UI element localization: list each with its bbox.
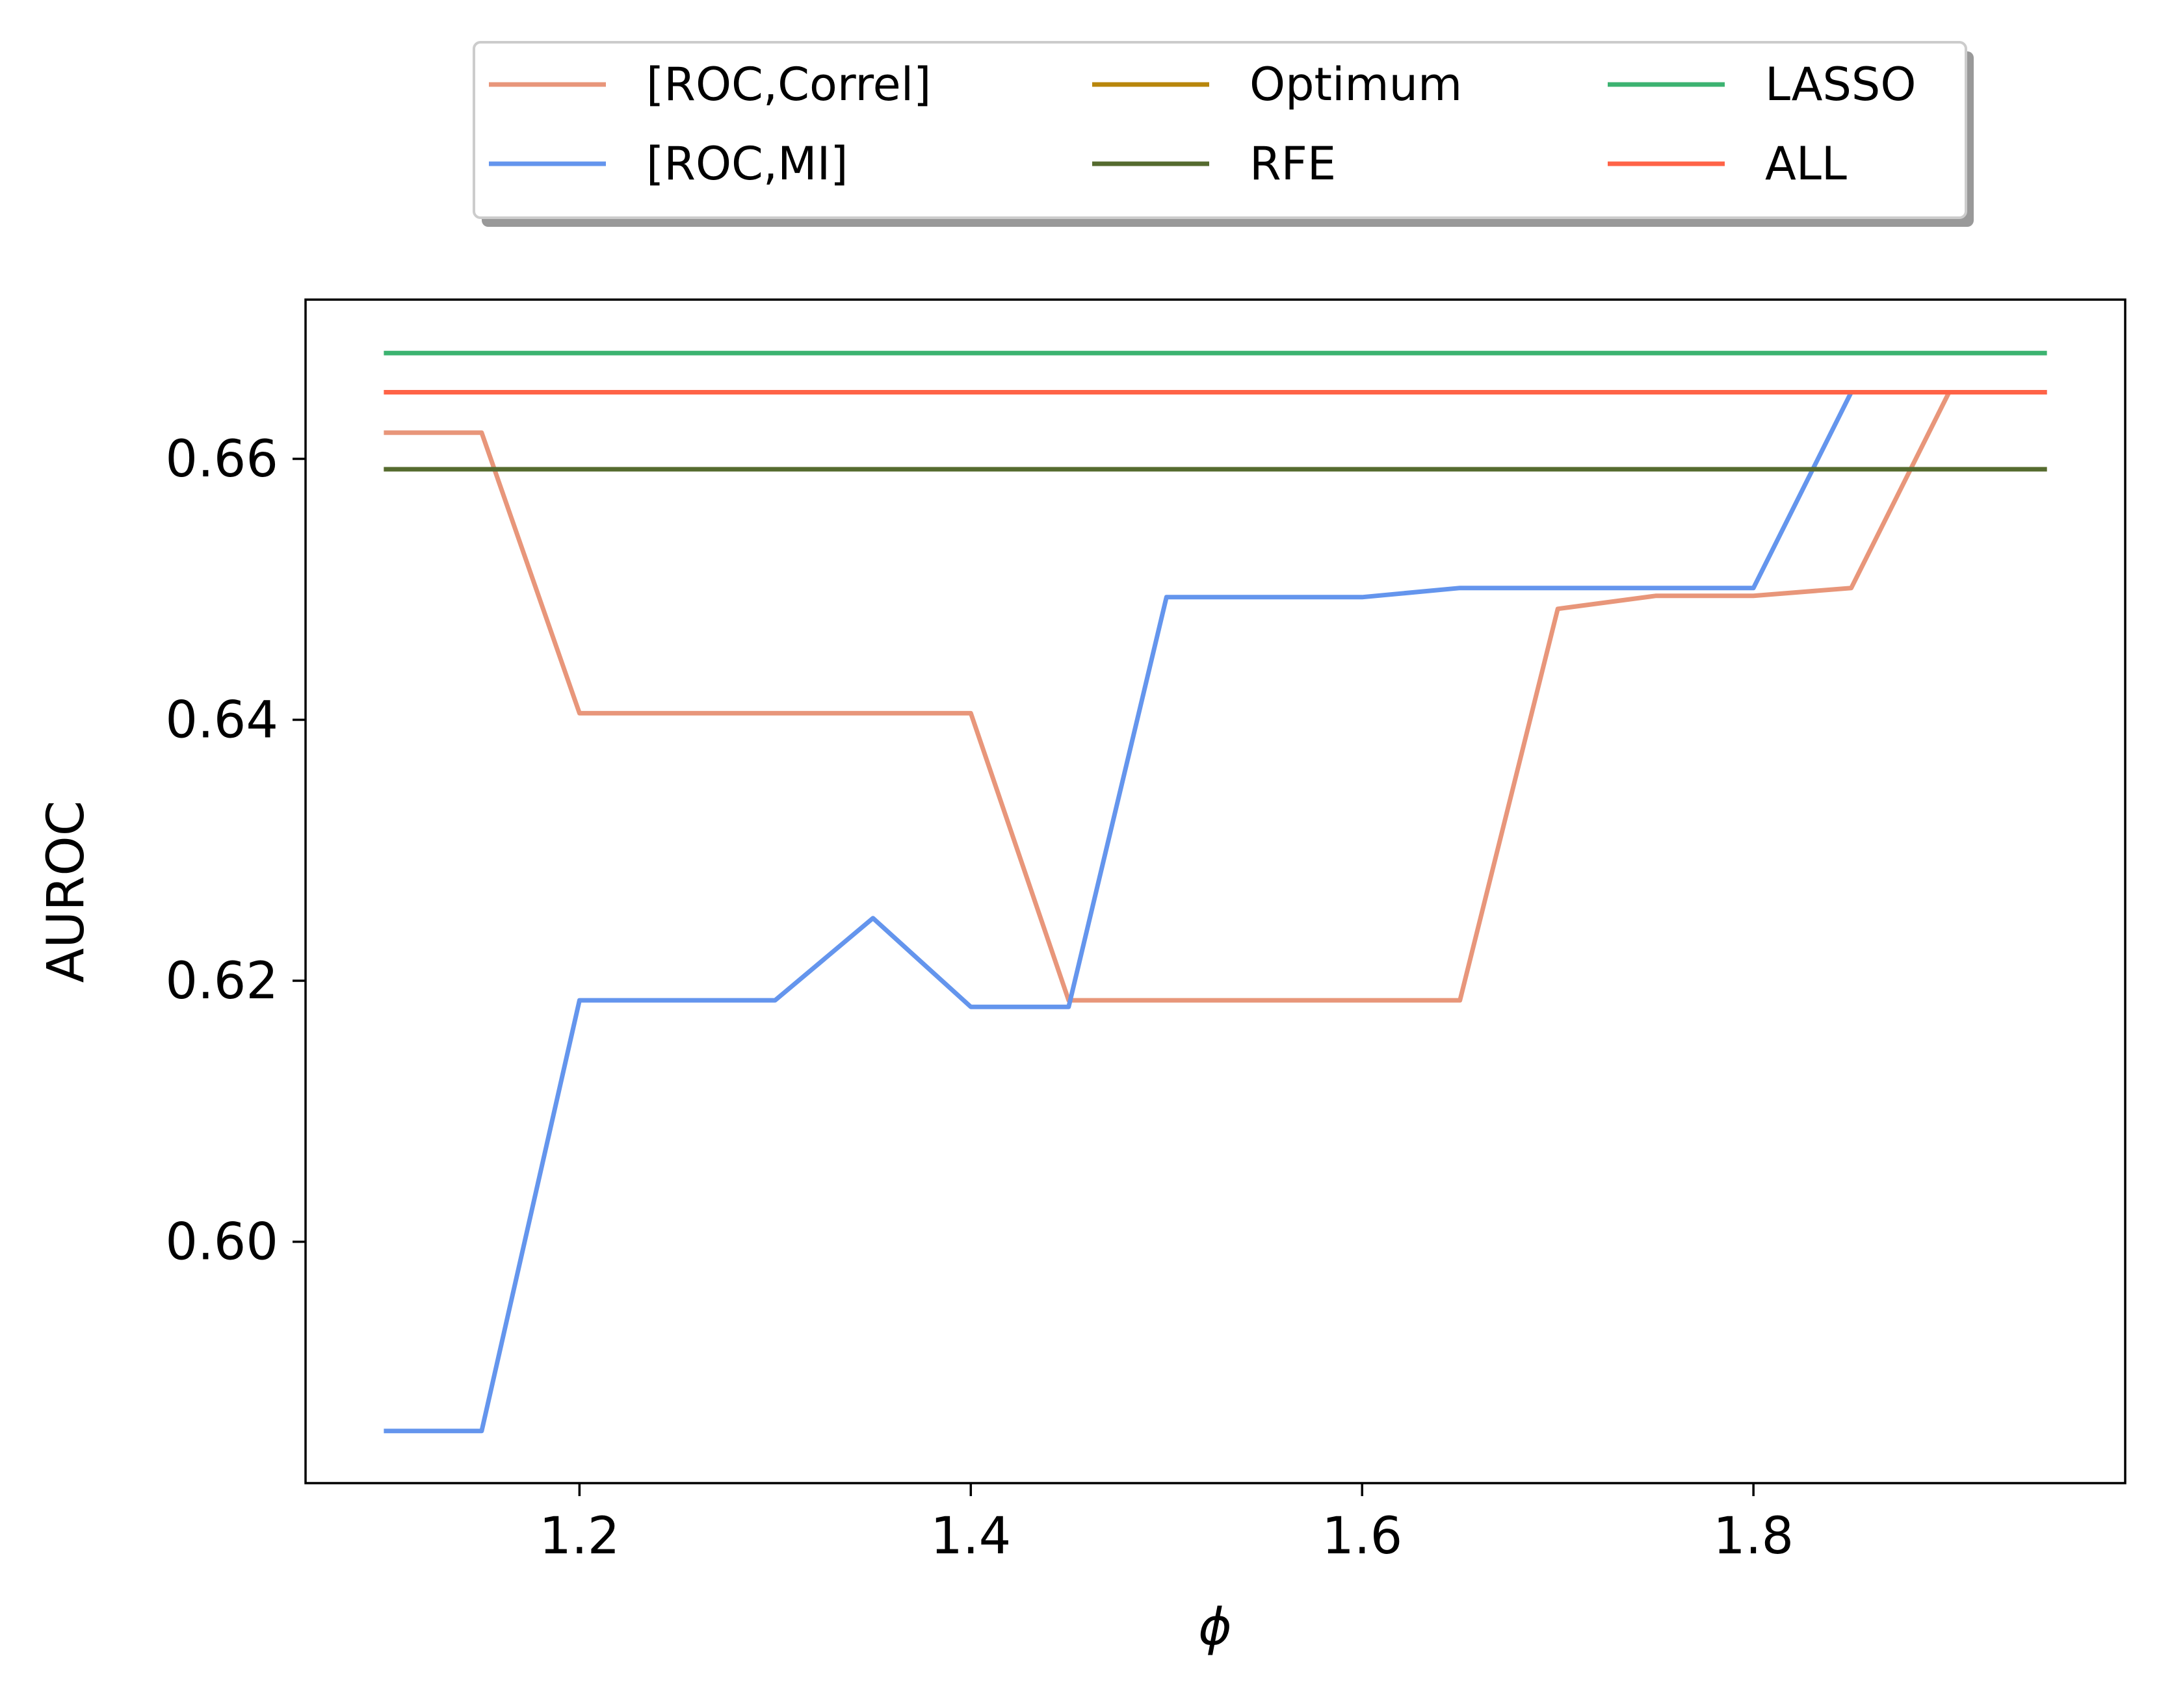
x-tick-label: 1.8 xyxy=(1713,1507,1794,1566)
legend-label: RFE xyxy=(1250,137,1336,190)
legend-item-lasso: LASSO xyxy=(1608,58,1916,111)
plot-lines xyxy=(384,350,2047,1434)
legend-label: [ROC,Correl] xyxy=(646,58,932,111)
legend-frame xyxy=(473,41,1967,219)
legend-item-roc-correl: [ROC,Correl] xyxy=(489,58,932,111)
x-tick-label: 1.2 xyxy=(539,1507,620,1566)
legend-item-rfe: RFE xyxy=(1092,137,1336,190)
y-axis-label: AUROC xyxy=(37,801,96,983)
series-line-roc-mi xyxy=(384,390,2047,1434)
y-tick-label: 0.62 xyxy=(165,952,278,1011)
legend-item-all: ALL xyxy=(1608,137,1847,190)
y-tick-label: 0.64 xyxy=(165,691,278,749)
x-axis-label: ϕ xyxy=(1198,1598,1231,1657)
legend-label: LASSO xyxy=(1765,58,1916,111)
legend-label: [ROC,MI] xyxy=(646,137,848,190)
legend-label: ALL xyxy=(1765,137,1847,190)
y-axis: 0.60 0.62 0.64 0.66 xyxy=(165,430,306,1272)
plot-frame xyxy=(304,298,2126,1484)
y-tick-label: 0.60 xyxy=(165,1213,278,1272)
legend: [ROC,Correl] [ROC,MI] Optimum RFE LASSO ALL xyxy=(473,41,1974,227)
legend-item-roc-mi: [ROC,MI] xyxy=(489,137,848,190)
x-axis: 1.2 1.4 1.6 1.8 xyxy=(539,1483,1794,1566)
series-line-roc-correl xyxy=(384,390,2047,1003)
x-tick-label: 1.6 xyxy=(1322,1507,1402,1566)
y-tick-label: 0.66 xyxy=(165,430,278,489)
legend-label: Optimum xyxy=(1250,58,1462,111)
legend-item-optimum: Optimum xyxy=(1092,58,1462,111)
x-tick-label: 1.4 xyxy=(930,1507,1011,1566)
